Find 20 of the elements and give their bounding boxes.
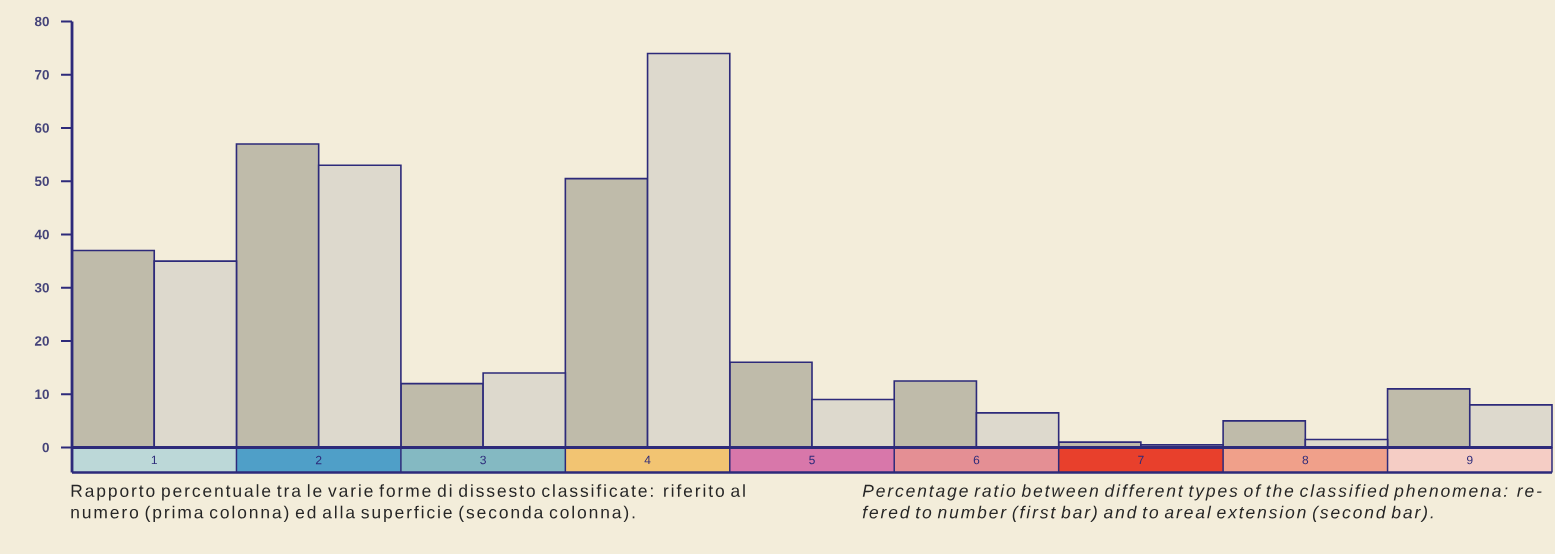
y-tick-label: 60 [34,123,49,133]
x-tick-label: 8 [1302,455,1309,465]
x-tick-label: 6 [973,455,980,465]
x-tick-label: 1 [151,455,157,465]
text: Percentage ratio between different types of the classified phenomena: re-fered to number (first bar) and to areal extension (second bar). [862,484,1542,522]
x-tick-label: 3 [480,455,486,465]
x-tick-label: 7 [1138,455,1144,465]
y-tick-label: 40 [34,229,49,240]
y-tick-label: 50 [34,176,49,187]
x-tick-label: 5 [809,455,815,465]
y-tick-label: 0 [42,442,49,453]
x-tick-label: 2 [315,455,322,465]
y-tick-label: 70 [35,69,49,80]
x-tick-label: 4 [644,455,651,465]
text: Rapporto percentuale tra le varie forme di dissesto classificate: riferito al numero (prima colonna) ed alla superficie (seconda colonna). [71,484,745,522]
y-tick-label: 20 [34,336,49,346]
x-tick-label: 9 [1467,455,1473,465]
y-tick-label: 10 [35,389,49,400]
y-tick-label: 80 [34,16,49,27]
y-tick-label: 30 [34,282,49,293]
